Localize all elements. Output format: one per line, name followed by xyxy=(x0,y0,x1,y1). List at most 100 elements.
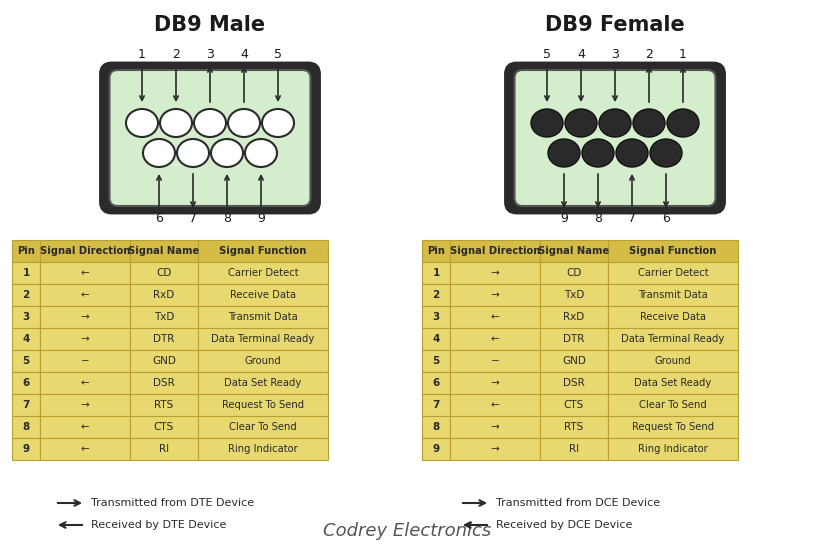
Text: 3: 3 xyxy=(611,48,619,61)
Text: Ground: Ground xyxy=(245,356,282,366)
Bar xyxy=(540,416,608,438)
Bar xyxy=(12,438,40,460)
Bar xyxy=(198,438,328,460)
Text: →: → xyxy=(491,378,499,388)
Bar xyxy=(198,372,328,394)
Bar xyxy=(450,394,540,416)
Text: RxD: RxD xyxy=(563,312,584,322)
Text: GND: GND xyxy=(152,356,176,366)
Text: GND: GND xyxy=(562,356,586,366)
Bar xyxy=(12,394,40,416)
Text: 7: 7 xyxy=(189,212,197,225)
Text: 6: 6 xyxy=(155,212,163,225)
Text: RI: RI xyxy=(159,444,169,454)
Bar xyxy=(450,438,540,460)
Text: RxD: RxD xyxy=(153,290,175,300)
Ellipse shape xyxy=(633,109,665,137)
FancyBboxPatch shape xyxy=(506,64,724,212)
Text: Receive Data: Receive Data xyxy=(640,312,706,322)
Text: RI: RI xyxy=(569,444,579,454)
Text: Request To Send: Request To Send xyxy=(222,400,304,410)
Text: 8: 8 xyxy=(432,422,440,432)
Text: CD: CD xyxy=(156,268,172,278)
Ellipse shape xyxy=(616,139,648,167)
Bar xyxy=(198,416,328,438)
Text: Signal Function: Signal Function xyxy=(629,246,716,256)
Bar xyxy=(608,262,738,284)
Bar xyxy=(450,306,540,328)
Text: 6: 6 xyxy=(662,212,670,225)
Text: Signal Name: Signal Name xyxy=(129,246,199,256)
Text: Carrier Detect: Carrier Detect xyxy=(228,268,298,278)
Text: Codrey Electronics: Codrey Electronics xyxy=(323,522,491,540)
Text: →: → xyxy=(491,268,499,278)
Text: Transmitted from DTE Device: Transmitted from DTE Device xyxy=(91,498,254,508)
Bar xyxy=(608,438,738,460)
Bar xyxy=(12,350,40,372)
Text: 2: 2 xyxy=(22,290,29,300)
Text: →: → xyxy=(491,444,499,454)
Bar xyxy=(198,394,328,416)
FancyBboxPatch shape xyxy=(102,64,318,212)
Bar xyxy=(450,416,540,438)
Bar xyxy=(198,284,328,306)
Text: DB9 Female: DB9 Female xyxy=(545,15,685,35)
Text: 7: 7 xyxy=(432,400,440,410)
Bar xyxy=(540,394,608,416)
Text: Transmit Data: Transmit Data xyxy=(638,290,708,300)
Text: 3: 3 xyxy=(432,312,440,322)
Text: TxD: TxD xyxy=(564,290,584,300)
Text: Transmitted from DCE Device: Transmitted from DCE Device xyxy=(496,498,660,508)
Text: 9: 9 xyxy=(560,212,568,225)
Text: 2: 2 xyxy=(645,48,653,61)
Ellipse shape xyxy=(143,139,175,167)
Text: 7: 7 xyxy=(22,400,29,410)
Text: →: → xyxy=(81,312,90,322)
Bar xyxy=(540,328,608,350)
Bar xyxy=(40,372,130,394)
Bar xyxy=(540,262,608,284)
Text: 4: 4 xyxy=(240,48,248,61)
Text: Pin: Pin xyxy=(17,246,35,256)
Bar xyxy=(540,438,608,460)
Text: Ground: Ground xyxy=(654,356,691,366)
Bar xyxy=(540,350,608,372)
Bar xyxy=(422,328,450,350)
Bar xyxy=(608,328,738,350)
Bar xyxy=(422,306,450,328)
Bar xyxy=(130,240,198,262)
Bar xyxy=(12,416,40,438)
Bar xyxy=(422,350,450,372)
Ellipse shape xyxy=(565,109,597,137)
Text: Carrier Detect: Carrier Detect xyxy=(637,268,708,278)
Text: 5: 5 xyxy=(274,48,282,61)
Text: Data Set Ready: Data Set Ready xyxy=(225,378,302,388)
Text: 5: 5 xyxy=(543,48,551,61)
Text: ←: ← xyxy=(491,334,499,344)
Text: 1: 1 xyxy=(138,48,146,61)
Text: Received by DTE Device: Received by DTE Device xyxy=(91,520,226,530)
Bar xyxy=(40,416,130,438)
Text: DSR: DSR xyxy=(153,378,175,388)
Text: ←: ← xyxy=(81,290,90,300)
Text: 5: 5 xyxy=(22,356,29,366)
Text: CD: CD xyxy=(567,268,582,278)
Text: Data Set Ready: Data Set Ready xyxy=(634,378,711,388)
Text: −: − xyxy=(81,356,90,366)
Text: 1: 1 xyxy=(679,48,687,61)
Text: Signal Direction: Signal Direction xyxy=(450,246,540,256)
Text: Signal Function: Signal Function xyxy=(219,246,307,256)
Text: Transmit Data: Transmit Data xyxy=(228,312,298,322)
Bar xyxy=(450,328,540,350)
Bar xyxy=(608,372,738,394)
Bar xyxy=(40,350,130,372)
Bar xyxy=(130,306,198,328)
Text: 6: 6 xyxy=(22,378,29,388)
Text: Pin: Pin xyxy=(427,246,445,256)
Text: 1: 1 xyxy=(22,268,29,278)
Bar xyxy=(198,350,328,372)
Bar xyxy=(130,394,198,416)
Text: ←: ← xyxy=(81,378,90,388)
Bar xyxy=(40,262,130,284)
Bar xyxy=(540,306,608,328)
